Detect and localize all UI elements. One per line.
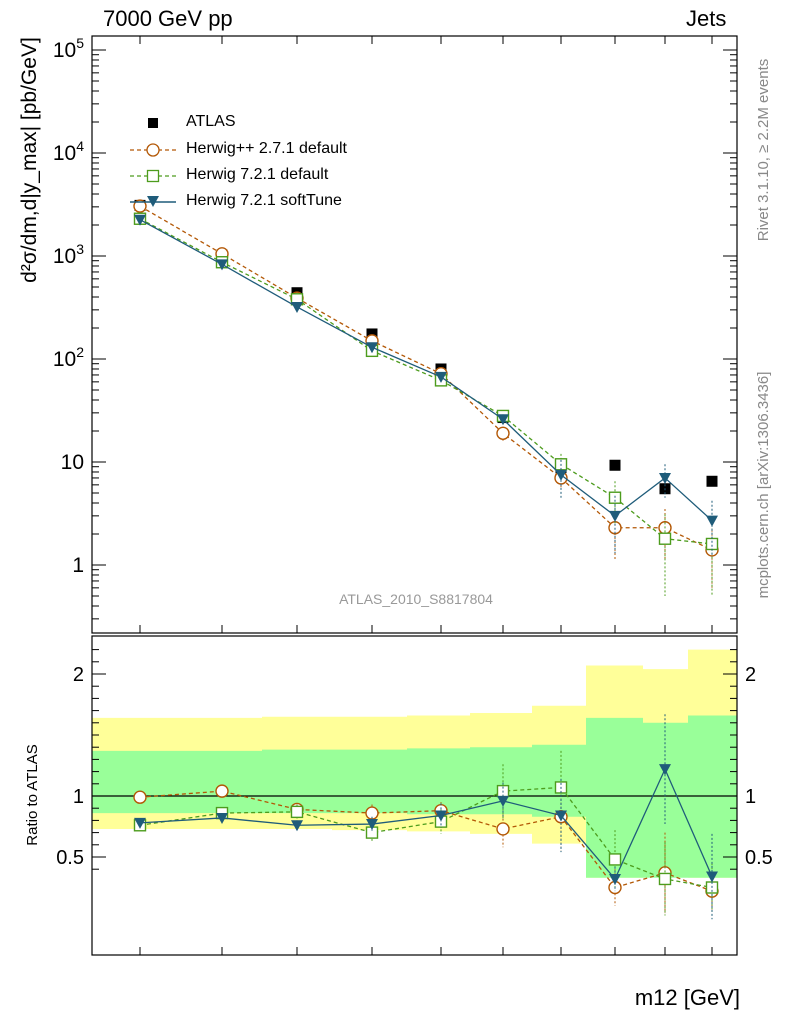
ratio-point-herwigpp [215,784,229,798]
ratio-point-softtune [659,764,671,776]
ratio-point-herwigpp [496,822,510,836]
main-point-softtune [291,301,303,313]
legend-marker-herwig721 [146,169,160,183]
ratio-point-herwig721 [658,872,672,886]
ratio-y-tick-label-right: 2 [745,664,756,686]
category-label: Jets [686,6,727,31]
main-y-tick-label: 102 [53,344,84,371]
legend: ATLAS Herwig++ 2.7.1 default Herwig 7.2.… [128,113,408,221]
legend-label-atlas: ATLAS [186,113,236,130]
ratio-y-tick-label-left: 0.5 [56,847,84,869]
main-point-atlas [706,475,718,487]
main-point-softtune [555,469,567,481]
main-point-herwig721 [705,537,719,551]
analysis-label: ATLAS_2010_S8817804 [339,591,493,607]
ratio-y-tick-label-right: 1 [745,786,756,808]
ratio-point-softtune [497,795,509,807]
legend-label-herwig721: Herwig 7.2.1 default [186,166,329,183]
main-point-softtune [435,371,447,383]
ratio-point-softtune [609,873,621,885]
main-point-softtune [366,342,378,354]
legend-markers [130,118,176,207]
main-panel-background [92,36,737,633]
main-point-herwig721 [658,532,672,545]
ratio-point-herwig721 [290,805,304,819]
main-y-axis-title: d²σ/dm,d|y_max| [pb/GeV] [18,25,42,295]
main-y-tick-label: 103 [53,241,84,268]
main-y-tick-exponent: 5 [76,35,84,51]
ratio-point-herwig721 [608,853,622,866]
main-point-herwigpp [133,199,147,213]
main-y-tick-label: 104 [53,138,84,165]
main-series-softtune [134,214,718,557]
ratio-line-herwig721 [139,786,713,889]
x-axis-title: m12 [GeV] [634,985,740,1010]
main-y-tick-exponent: 2 [76,344,84,360]
main-point-softtune [134,214,146,226]
ratio-y-tick-label-right: 0.5 [745,847,773,869]
main-y-tick-label: 105 [53,35,84,62]
legend-marker-herwigpp [146,143,160,157]
legend-marker-atlas [148,118,158,128]
ratio-y-axis-title: Ratio to ATLAS [24,744,41,846]
main-point-softtune [216,259,228,271]
ratio-point-softtune [555,810,567,822]
energy-label: 7000 GeV pp [103,6,233,31]
source-text: mcplots.cern.ch [arXiv:1306.3436] [755,371,772,599]
main-panel-frame [91,35,738,634]
legend-label-herwigpp: Herwig++ 2.7.1 default [186,140,347,157]
ratio-line-herwigpp [139,790,713,892]
ratio-y-tick-label-left: 2 [73,664,84,686]
ratio-series-softtune [134,714,718,920]
main-point-softtune [497,414,509,426]
ratio-point-herwigpp [133,790,147,804]
main-y-tick-label: 1 [72,554,84,577]
ratio-point-softtune [366,819,378,831]
ratio-point-softtune [706,871,718,883]
main-point-atlas [609,459,621,471]
main-point-softtune [659,472,671,484]
ratio-y-tick-label-left: 1 [73,786,84,808]
main-y-tick-label: 10 [61,451,84,474]
legend-label-softtune: Herwig 7.2.1 softTune [186,192,342,209]
ratio-point-softtune [435,810,447,822]
ratio-line-softtune [139,767,713,881]
rivet-version-text: Rivet 3.1.10, ≥ 2.2M events [755,58,772,242]
main-point-softtune [609,510,621,522]
main-y-axis-title-text: d²σ/dm,d|y_max| [pb/GeV] [18,37,41,283]
legend-marker-softtune [147,196,159,207]
main-point-herwigpp [496,426,510,440]
main-line-softtune [139,219,713,522]
main-line-herwigpp [139,205,713,551]
main-y-tick-exponent: 3 [76,241,84,257]
ratio-point-softtune [216,812,228,824]
main-point-atlas [366,328,378,340]
ratio-point-softtune [291,820,303,832]
ratio-band-green [92,715,737,878]
ratio-point-softtune [134,817,146,829]
main-y-tick-exponent: 4 [76,138,84,154]
main-point-softtune [706,515,718,527]
